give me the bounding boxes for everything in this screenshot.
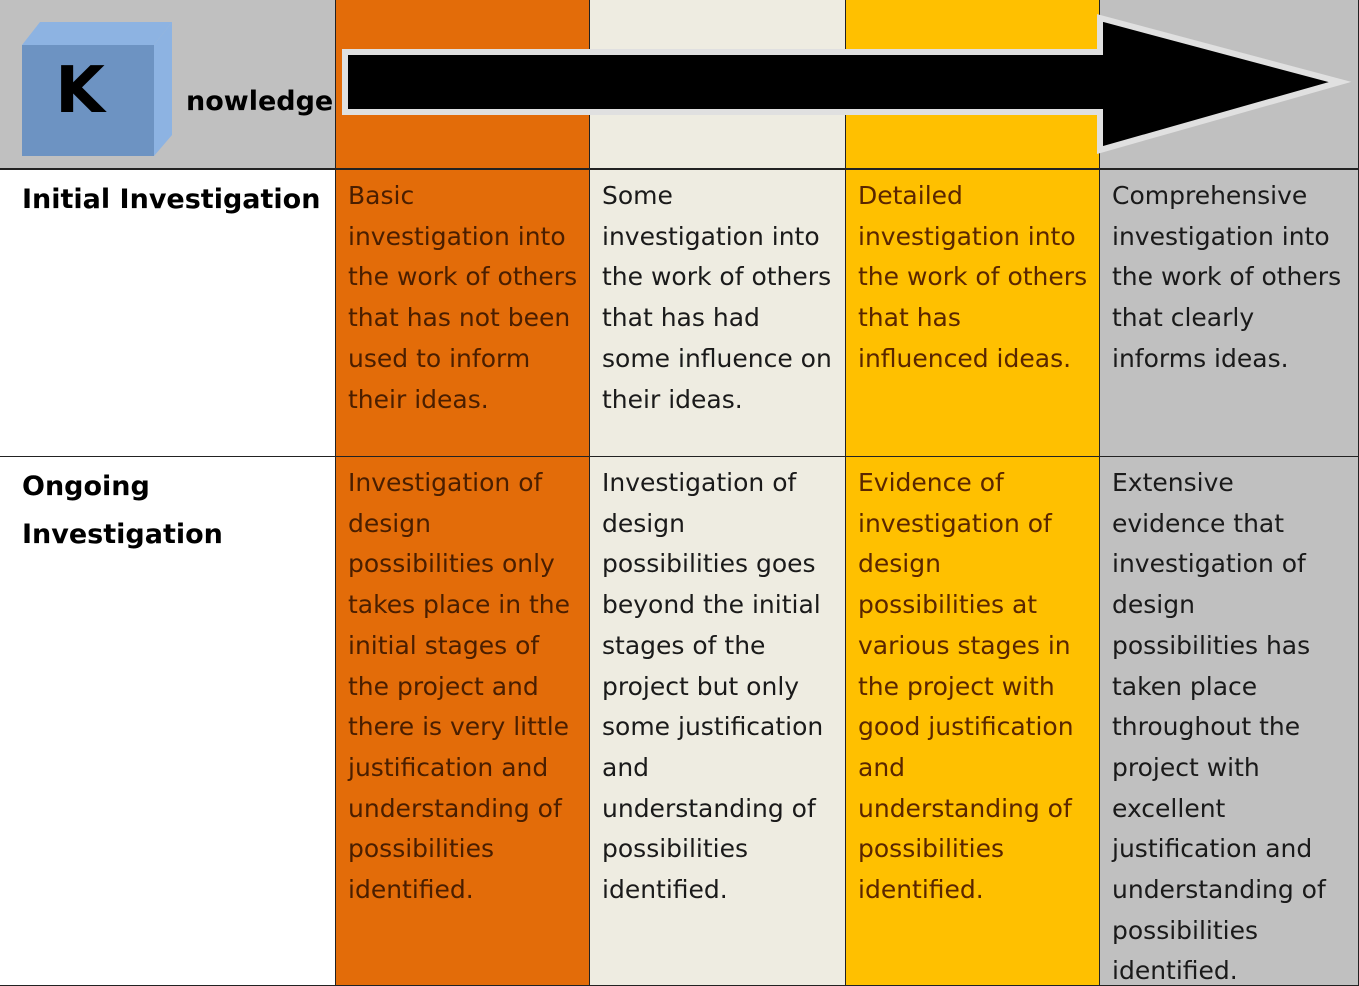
rubric-cell: Some investigation into the work of othe… xyxy=(590,170,846,457)
rubric-cell: Comprehensive investigation into the wor… xyxy=(1100,170,1359,457)
rubric-cell: Investigation of design possibilities on… xyxy=(336,457,590,986)
rubric-cell: Basic investigation into the work of oth… xyxy=(336,170,590,457)
row-label: Initial Investigation xyxy=(0,170,336,457)
rubric-cell: Evidence of investigation of design poss… xyxy=(846,457,1100,986)
rubric-cell: Investigation of design possibilities go… xyxy=(590,457,846,986)
header-title: nowledge xyxy=(186,86,333,117)
progress-arrow xyxy=(342,14,1352,154)
cube-side xyxy=(154,22,172,156)
cube-front xyxy=(22,45,154,156)
header-graphics: K nowledge xyxy=(22,14,1352,156)
rubric-cell: Extensive evidence that investigation of… xyxy=(1100,457,1359,986)
cube-top xyxy=(22,22,172,45)
cube-letter: K xyxy=(55,54,107,128)
row-label: Ongoing Investigation xyxy=(0,457,336,986)
rubric-cell: Detailed investigation into the work of … xyxy=(846,170,1100,457)
